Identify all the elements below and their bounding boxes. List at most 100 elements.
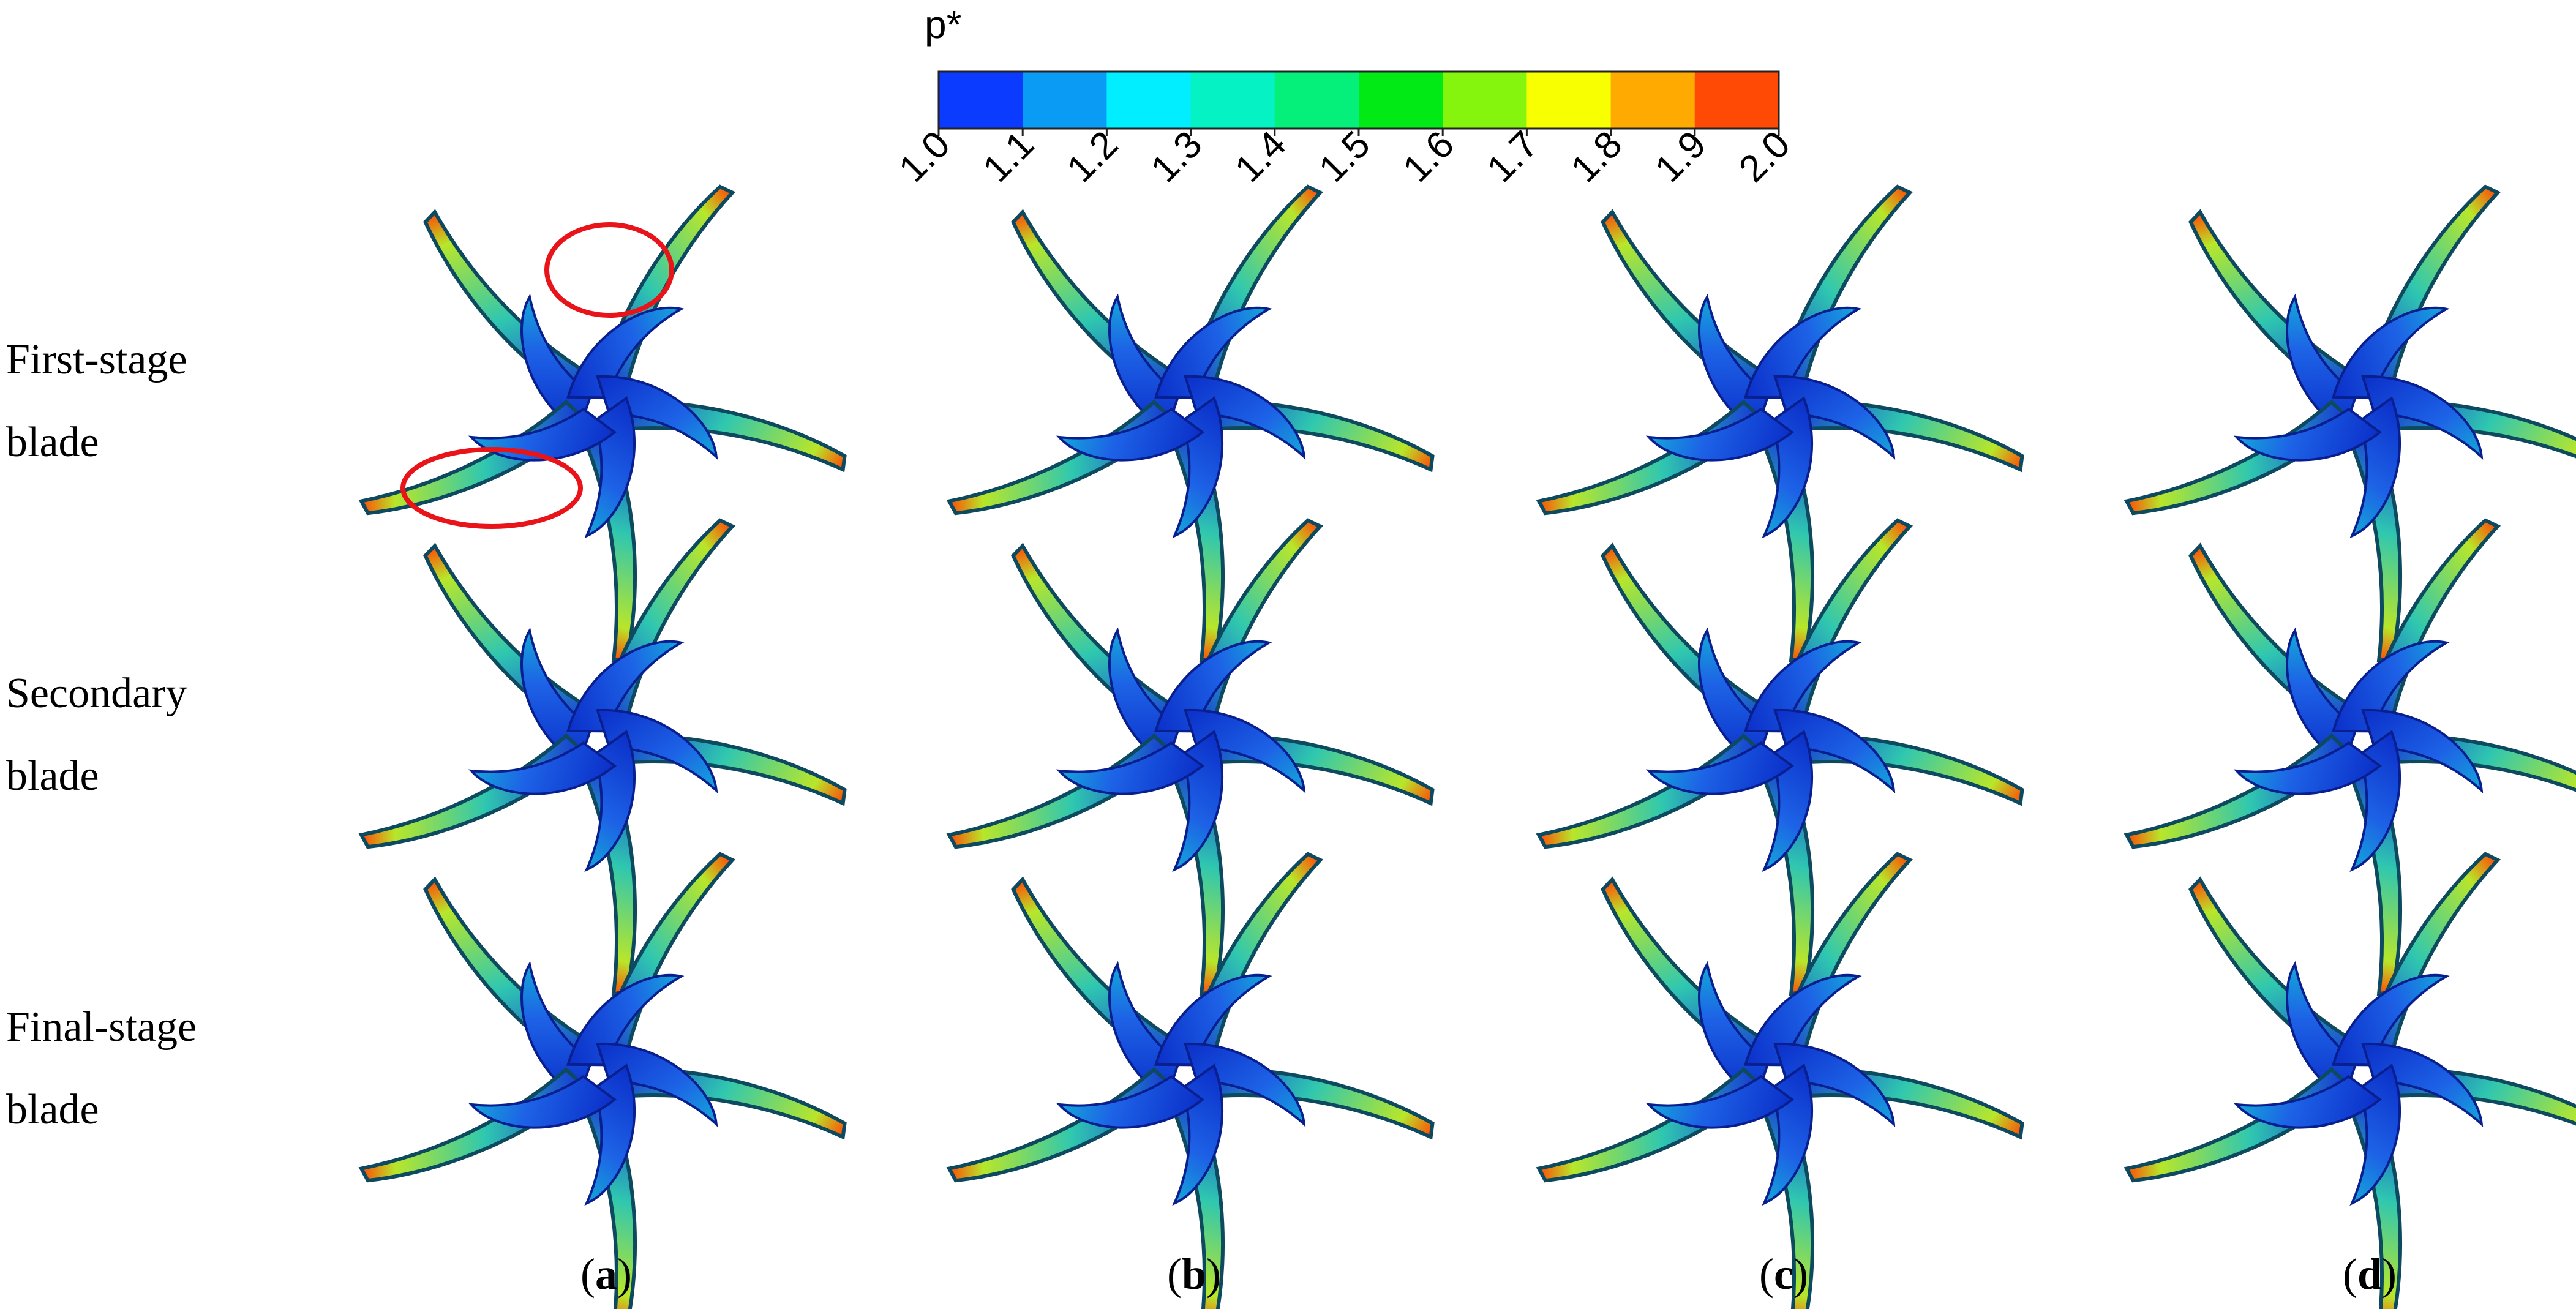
- blade-hub-surface: [468, 1075, 617, 1129]
- blade-hub-surface: [2332, 640, 2450, 733]
- column-label-c: (c): [1735, 1249, 1833, 1300]
- colorbar-tick-label: 1.6: [1395, 123, 1462, 190]
- blade-hub-surface: [1744, 306, 1862, 399]
- column-label-d: (d): [2321, 1249, 2419, 1300]
- blade-hub-surface: [2233, 407, 2383, 462]
- row-label-final-stage: Final-stage blade: [6, 986, 263, 1151]
- blade-hub-surface: [1184, 1042, 1306, 1127]
- blade-hub-surface: [2233, 741, 2383, 795]
- blade-hub-surface: [566, 973, 685, 1067]
- impeller-contour: [358, 518, 847, 997]
- colorbar-swatch: [1526, 72, 1612, 129]
- blade-hub-surface: [1773, 708, 1896, 793]
- paren-close: ): [617, 1250, 632, 1299]
- colorbar-title: p*: [925, 2, 962, 47]
- blade-hub-surface: [596, 375, 718, 460]
- blade-hub-surface: [1773, 1042, 1896, 1127]
- blade-hub-surface: [1645, 741, 1795, 795]
- impeller-contour: [1536, 852, 2024, 1309]
- colorbar-swatch: [1023, 72, 1107, 129]
- blade-hub-surface: [2361, 375, 2484, 460]
- blade-shroud-surface: [1200, 1068, 1435, 1140]
- blade-shroud-surface: [612, 1068, 847, 1140]
- blade-shroud-surface: [612, 734, 847, 806]
- blade-hub-surface: [596, 1042, 718, 1127]
- impeller-contour: [2124, 518, 2576, 997]
- blade-hub-surface: [1184, 375, 1306, 460]
- impeller-contour: [946, 184, 1435, 663]
- paren-open: (: [1759, 1250, 1774, 1299]
- blade-hub-surface: [1744, 973, 1862, 1067]
- row-label-line2: blade: [6, 1086, 99, 1133]
- blade-hub-surface: [2361, 1042, 2484, 1127]
- colorbar-tick-label: 1.0: [891, 123, 958, 190]
- row-label-line1: Secondary: [6, 670, 187, 717]
- blade-hub-surface: [1645, 1075, 1795, 1129]
- colorbar-tick-label: 1.8: [1563, 123, 1631, 190]
- blade-hub-surface: [2332, 973, 2450, 1067]
- colorbar-tick-label: 1.5: [1311, 123, 1378, 190]
- highlight-circle: [400, 447, 583, 529]
- highlight-circle: [544, 222, 674, 318]
- impeller-contour: [2124, 184, 2576, 663]
- colorbar-tick-label: 1.4: [1227, 123, 1294, 190]
- colorbar-swatch: [1190, 72, 1275, 129]
- blade-shroud-surface: [1200, 400, 1435, 473]
- paren-close: ): [1206, 1250, 1221, 1299]
- blade-shroud-surface: [1789, 400, 2024, 473]
- column-letter: c: [1774, 1250, 1793, 1299]
- row-label-first-stage: First-stage blade: [6, 318, 263, 484]
- colorbar-tick-label: 1.9: [1647, 123, 1714, 190]
- blade-hub-surface: [1154, 306, 1272, 399]
- impeller-contour: [946, 852, 1435, 1309]
- colorbar-swatch: [939, 72, 1023, 129]
- colorbar-tick-label: 1.2: [1059, 123, 1127, 190]
- colorbar-tick-label: 1.7: [1479, 123, 1547, 190]
- blade-hub-surface: [596, 708, 718, 793]
- paren-open: (: [580, 1250, 595, 1299]
- paren-close: ): [1793, 1250, 1808, 1299]
- impeller-contour: [1536, 518, 2024, 997]
- blade-shroud-surface: [1200, 734, 1435, 806]
- blade-hub-surface: [2233, 1075, 2383, 1129]
- blade-hub-surface: [1056, 407, 1205, 462]
- colorbar-tick-label: 1.3: [1143, 123, 1211, 190]
- row-label-line2: blade: [6, 419, 99, 466]
- column-letter: a: [595, 1250, 617, 1299]
- colorbar-swatch: [1359, 72, 1443, 129]
- impeller-contour: [2124, 852, 2576, 1309]
- row-label-line2: blade: [6, 752, 99, 800]
- blade-hub-surface: [1773, 375, 1896, 460]
- impeller-contour: [358, 184, 847, 663]
- blade-shroud-surface: [1789, 1068, 2024, 1140]
- blade-hub-surface: [1154, 973, 1272, 1067]
- blade-shroud-surface: [1789, 734, 2024, 806]
- row-label-line1: First-stage: [6, 336, 187, 383]
- blade-hub-surface: [566, 640, 685, 733]
- column-letter: b: [1181, 1250, 1207, 1299]
- blade-shroud-surface: [612, 400, 847, 473]
- colorbar-tick-label: 1.1: [975, 123, 1042, 190]
- colorbar-swatch: [1694, 72, 1779, 129]
- colorbar-tick-label: 2.0: [1731, 123, 1798, 190]
- blade-hub-surface: [1645, 407, 1795, 462]
- blade-hub-surface: [1154, 640, 1272, 733]
- blade-hub-surface: [2361, 708, 2484, 793]
- blade-hub-surface: [1056, 741, 1205, 795]
- blade-hub-surface: [1056, 1075, 1205, 1129]
- colorbar-swatch: [1106, 72, 1192, 129]
- blade-hub-surface: [566, 306, 685, 399]
- blade-hub-surface: [468, 407, 617, 462]
- row-label-secondary: Secondary blade: [6, 652, 263, 817]
- blade-hub-surface: [1184, 708, 1306, 793]
- colorbar-swatch: [1274, 72, 1359, 129]
- blade-hub-surface: [2332, 306, 2450, 399]
- paren-open: (: [1166, 1250, 1182, 1299]
- column-letter: d: [2357, 1250, 2383, 1299]
- column-label-a: (a): [557, 1249, 655, 1300]
- paren-close: ): [2382, 1250, 2397, 1299]
- colorbar-swatch: [1443, 72, 1527, 129]
- column-label-b: (b): [1145, 1249, 1243, 1300]
- colorbar-swatch: [1610, 72, 1695, 129]
